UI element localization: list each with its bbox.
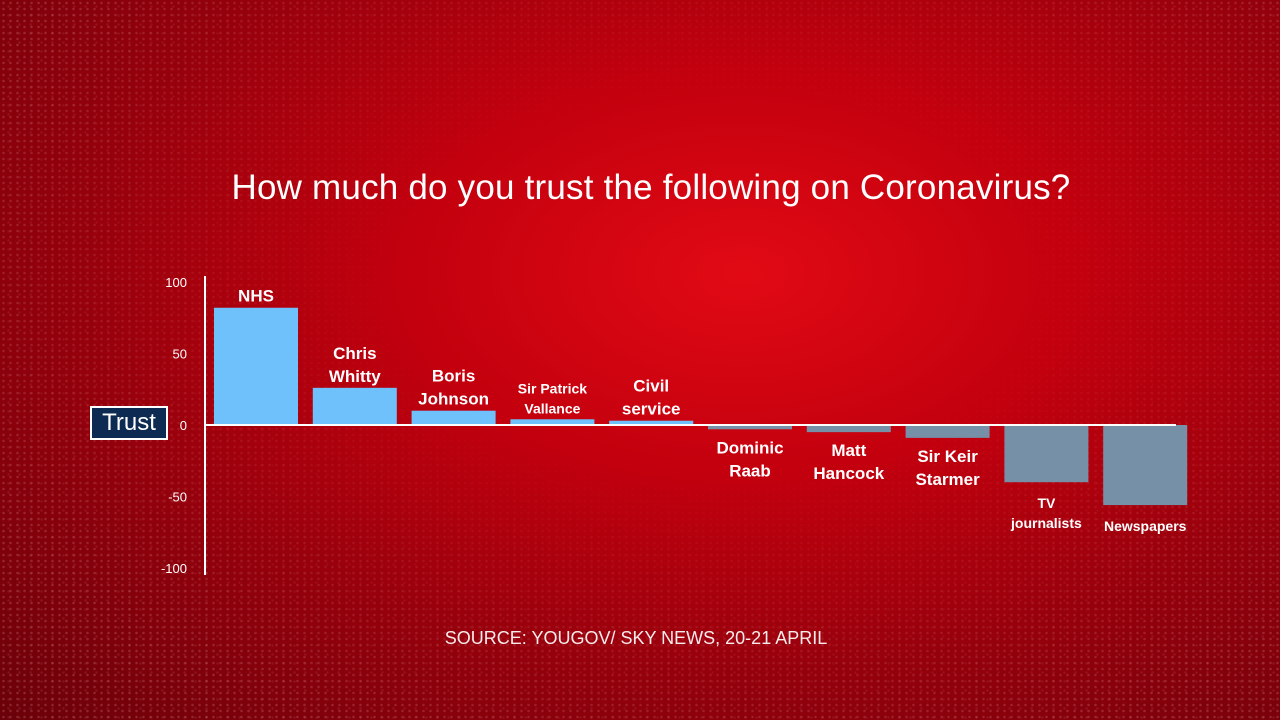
category-label: Dominic Raab <box>716 438 783 480</box>
bar <box>905 425 990 438</box>
source-note: SOURCE: YOUGOV/ SKY NEWS, 20-21 APRIL <box>444 628 828 648</box>
bar <box>510 419 595 425</box>
y-axis-label-badge: Trust <box>90 406 168 440</box>
y-tick-label: 50 <box>173 347 187 362</box>
category-label: Civil service <box>622 377 681 419</box>
category-label: Sir Keir Starmer <box>915 447 980 489</box>
bar <box>214 307 298 425</box>
category-label: Sir Patrick Vallance <box>518 380 587 416</box>
category-label: Matt Hancock <box>813 441 884 483</box>
y-tick-label: 100 <box>165 275 187 290</box>
bar <box>411 410 496 425</box>
bar <box>312 387 397 425</box>
category-label: Newspapers <box>1104 518 1187 534</box>
y-tick-label: 0 <box>180 418 187 433</box>
category-label: TV journalists <box>1010 495 1082 531</box>
category-label: Boris Johnson <box>418 367 489 409</box>
bar <box>1103 425 1188 506</box>
bar <box>806 425 891 433</box>
category-label: NHS <box>238 287 274 306</box>
chart-title: How much do you trust the following on C… <box>231 168 1071 207</box>
y-tick-label: -50 <box>168 490 187 505</box>
bar <box>609 420 694 425</box>
bar <box>1004 425 1089 483</box>
category-label: Chris Whitty <box>329 344 381 386</box>
bar <box>708 425 792 430</box>
y-tick-label: -100 <box>161 561 187 576</box>
